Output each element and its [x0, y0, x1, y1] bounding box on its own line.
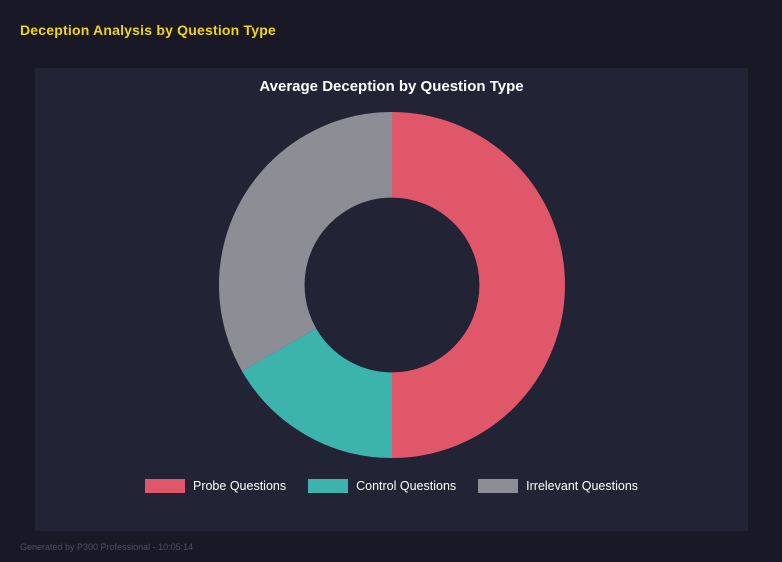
donut-chart-svg [214, 107, 570, 463]
donut-segment-irrelevant-questions[interactable] [214, 107, 570, 463]
legend-item-control-questions[interactable]: Control Questions [308, 479, 456, 493]
legend-swatch [144, 479, 185, 493]
donut-segment-control-questions[interactable] [218, 112, 565, 458]
chart-panel: Average Deception by Question Type Probe… [35, 68, 748, 531]
legend-label: Irrelevant Questions [526, 479, 639, 493]
chart-legend: Probe Questions Control Questions Irreleva… [144, 479, 638, 493]
legend-item-irrelevant-questions[interactable]: Irrelevant Questions [478, 479, 638, 493]
chart-title: Average Deception by Question Type [259, 78, 524, 95]
legend-label: Probe Questions [192, 479, 287, 493]
legend-item-probe-questions[interactable]: Probe Questions [144, 479, 287, 493]
page-title: Deception Analysis by Question Type [20, 22, 276, 38]
legend-swatch [308, 479, 349, 493]
footer-text: Generated by P300 Professional - 10:05:1… [20, 542, 194, 552]
donut-chart[interactable] [206, 99, 578, 471]
legend-swatch [478, 479, 519, 493]
legend-label: Control Questions [356, 479, 457, 493]
